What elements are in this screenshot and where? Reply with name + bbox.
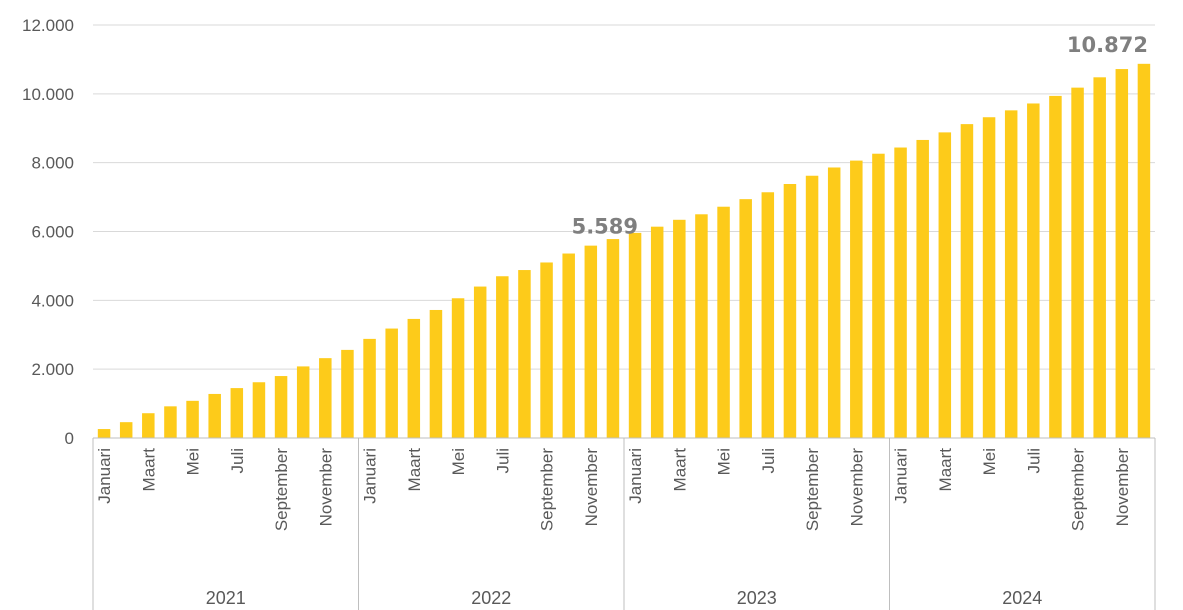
x-tick-label: Mei [980, 448, 999, 475]
bar [783, 184, 797, 438]
x-tick-label: Maart [405, 448, 424, 492]
year-label: 2021 [206, 588, 246, 608]
year-label: 2022 [471, 588, 511, 608]
bar [916, 139, 929, 438]
x-tick-label: Juli [493, 448, 512, 474]
x-tick-label: Mei [449, 448, 468, 475]
bar [695, 214, 708, 438]
bar [805, 175, 819, 438]
y-tick-label: 8.000 [31, 154, 74, 173]
bar [982, 117, 996, 438]
year-label: 2024 [1002, 588, 1042, 608]
y-tick-label: 12.000 [22, 16, 74, 35]
y-tick-label: 10.000 [22, 85, 74, 104]
bar [1137, 63, 1151, 439]
x-tick-label: September [538, 448, 557, 531]
x-tick-label: November [847, 448, 866, 527]
x-tick-label: Juli [1024, 448, 1043, 474]
bar [872, 153, 885, 439]
x-tick-label: Januari [95, 448, 114, 504]
bar [827, 167, 841, 439]
y-tick-label: 4.000 [31, 291, 74, 310]
y-tick-label: 6.000 [31, 223, 74, 242]
x-tick-label: Maart [670, 448, 689, 492]
x-tick-label: September [803, 448, 822, 531]
bar [230, 388, 244, 438]
bar [407, 318, 421, 438]
y-tick-label: 0 [65, 429, 74, 448]
x-tick-label: Januari [626, 448, 645, 504]
x-tick-label: November [582, 448, 601, 527]
bar [850, 160, 863, 438]
bar [1115, 69, 1129, 438]
bar [186, 400, 199, 438]
x-tick-label: Maart [139, 448, 158, 492]
bar [473, 286, 487, 438]
bar [142, 413, 155, 438]
bar [717, 206, 730, 438]
bar [628, 232, 642, 438]
bar [761, 192, 775, 438]
data-label: 5.589 [572, 215, 638, 239]
x-tick-label: Juli [228, 448, 247, 474]
bar [429, 309, 443, 438]
bar [562, 253, 575, 438]
x-tick-label: September [1069, 448, 1088, 531]
bar [208, 393, 221, 438]
bar [119, 422, 133, 438]
bar [1071, 87, 1084, 438]
data-label: 10.872 [1067, 33, 1148, 57]
bar [451, 298, 465, 438]
bar [606, 239, 620, 438]
bar [252, 382, 266, 438]
x-tick-label: November [316, 448, 335, 527]
bar [739, 199, 752, 438]
bar [1004, 110, 1018, 438]
bar [296, 366, 310, 438]
bar [938, 132, 952, 438]
bar [584, 245, 598, 438]
x-tick-label: November [1113, 448, 1132, 527]
bar [363, 338, 376, 438]
bar [385, 328, 398, 438]
bar [319, 358, 332, 438]
bar [894, 147, 907, 439]
bar [496, 276, 509, 438]
bar [164, 406, 177, 438]
x-tick-label: Januari [361, 448, 380, 504]
x-tick-label: Maart [936, 448, 955, 492]
bar [960, 124, 974, 439]
x-tick-label: Januari [892, 448, 911, 504]
bar [650, 226, 664, 438]
year-label: 2023 [737, 588, 777, 608]
bar [540, 262, 553, 438]
bar [673, 219, 686, 438]
x-tick-label: Mei [184, 448, 203, 475]
x-tick-label: September [272, 448, 291, 531]
x-tick-label: Juli [759, 448, 778, 474]
bar [341, 349, 354, 438]
bar [518, 270, 531, 438]
bar [97, 429, 111, 438]
bar [1049, 95, 1062, 439]
y-tick-label: 2.000 [31, 360, 74, 379]
bar [274, 376, 288, 438]
bar [1027, 103, 1040, 438]
x-tick-label: Mei [715, 448, 734, 475]
bar [1093, 77, 1106, 439]
